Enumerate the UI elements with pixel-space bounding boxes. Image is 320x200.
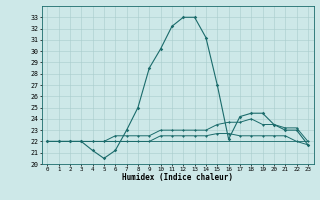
X-axis label: Humidex (Indice chaleur): Humidex (Indice chaleur) [122, 173, 233, 182]
